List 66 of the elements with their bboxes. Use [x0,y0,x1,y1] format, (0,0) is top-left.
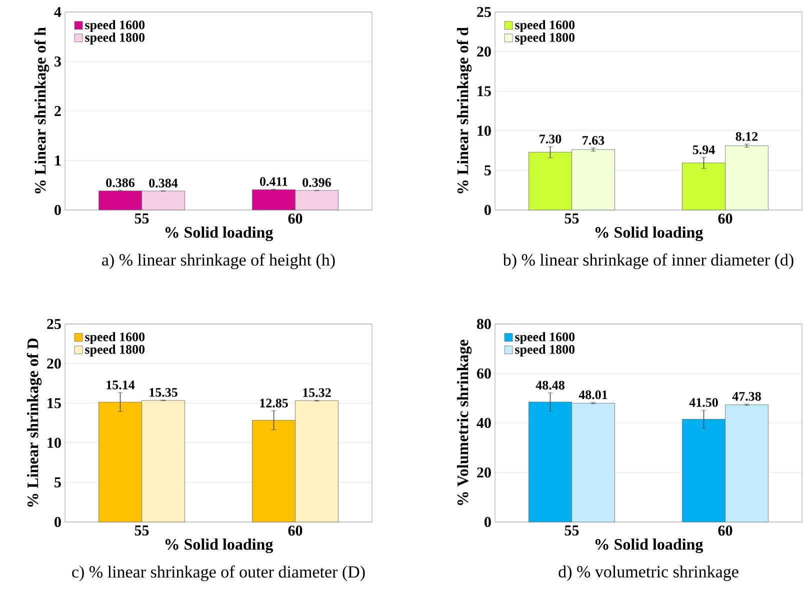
y-tick-label: 20 [47,358,61,369]
y-tick-label: 10 [478,126,491,136]
x-axis-title: % Solid loading [595,226,704,242]
y-tick-label: 0 [484,516,491,528]
legend-label: speed 1600 [85,20,145,32]
x-tick-label: 55 [134,214,149,224]
legend-label: speed 1800 [515,344,575,356]
data-label: 8.12 [736,132,758,141]
data-label: 15.32 [303,388,331,398]
data-label: 12.85 [260,398,288,408]
y-tick-label: 25 [47,318,61,330]
y-tick-label: 80 [476,318,491,330]
x-tick-label: 60 [288,214,302,224]
y-tick-label: 0 [484,204,491,216]
legend-label: speed 1600 [515,20,575,32]
text: a) % linear shrinkage of height (h) [102,254,335,270]
data-label: 48.01 [578,390,608,400]
y-tick-label: 20 [477,46,491,57]
y-tick-label: 5 [54,477,61,488]
x-tick-label: 55 [134,526,149,536]
data-label: 15.35 [150,388,178,397]
data-label: 41.50 [689,398,718,407]
data-label: 47.38 [732,392,761,401]
y-tick-label: 4 [54,7,62,17]
y-tick-label: 25 [477,6,491,18]
data-label: 7.30 [540,134,562,144]
data-label: 0.396 [302,178,331,187]
data-label: 0.386 [106,178,135,188]
data-label: 0.384 [149,178,178,188]
y-tick-label: 2 [54,106,61,116]
x-tick-label: 60 [288,526,302,536]
text: c) % linear shrinkage of outer diameter (D) [72,566,365,582]
y-tick-label: 60 [476,368,491,379]
x-axis-title: % Solid loading [165,538,274,554]
y-tick-label: 20 [477,467,491,478]
legend-label: speed 1600 [85,332,145,344]
y-tick-label: 5 [484,165,491,176]
y-tick-label: 40 [476,418,491,428]
y-axis-title: % Linear shrinkage of d [456,27,472,194]
x-axis-title: % Solid loading [595,538,704,554]
y-tick-label: 3 [54,56,61,67]
text: d) % volumetric shrinkage [558,566,738,581]
y-tick-label: 15 [478,86,491,96]
legend-label: speed 1800 [85,32,145,44]
y-tick-label: 15 [48,398,61,408]
x-axis-title: % Solid loading [165,226,274,242]
x-tick-label: 60 [718,214,732,224]
legend-label: speed 1800 [515,32,575,44]
x-tick-label: 55 [564,526,579,536]
x-tick-label: 55 [564,214,579,224]
y-axis-title: % Linear shrinkage of D [26,338,42,507]
data-label: 48.48 [536,380,564,390]
text: b) % linear shrinkage of inner diameter (d) [502,254,794,270]
data-label: 5.94 [692,145,715,154]
y-tick-label: 10 [48,438,61,448]
y-tick-label: 0 [54,204,61,216]
y-tick-label: 0 [54,516,61,528]
y-axis-title: % Linear shrinkage of h [34,27,50,194]
y-axis-title: % Volumetric shrinkage [456,340,472,506]
x-tick-label: 60 [718,526,732,536]
data-label: 7.63 [582,136,604,145]
legend-label: speed 1800 [85,344,145,356]
data-label: 0.411 [260,177,288,186]
data-label: 15.14 [106,380,135,390]
y-tick-label: 1 [55,156,61,166]
legend-label: speed 1600 [515,332,575,344]
